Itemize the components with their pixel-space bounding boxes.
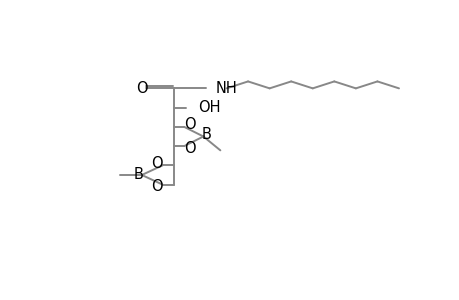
Text: B: B: [134, 167, 143, 182]
Text: O: O: [184, 117, 196, 132]
Text: O: O: [136, 81, 147, 96]
Text: O: O: [150, 179, 162, 194]
Text: O: O: [150, 155, 162, 170]
Text: B: B: [201, 128, 211, 142]
Text: NH: NH: [215, 81, 237, 96]
Text: OH: OH: [197, 100, 220, 115]
Text: O: O: [184, 141, 196, 156]
